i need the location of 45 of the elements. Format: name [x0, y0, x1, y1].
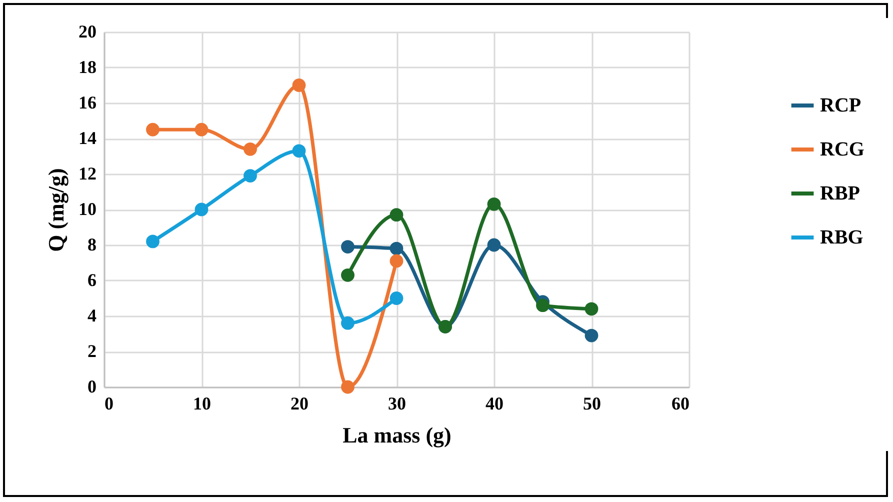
point — [244, 169, 257, 182]
x-tick-label: 30 — [388, 394, 406, 414]
point — [584, 302, 598, 316]
y-tick-label: 2 — [88, 341, 96, 361]
point — [146, 234, 160, 248]
y-tick-label: 8 — [88, 234, 96, 254]
legend-label: RBP — [820, 182, 860, 204]
point — [292, 144, 306, 158]
point — [584, 328, 598, 342]
x-tick-label: 20 — [290, 394, 308, 414]
x-tick-label: 60 — [672, 394, 690, 414]
x-axis-title: La mass (g) — [342, 422, 452, 448]
x-tick-label: 40 — [486, 394, 504, 414]
point — [341, 316, 354, 330]
x-tick-label: 10 — [193, 394, 211, 414]
y-tick-label: 10 — [78, 199, 96, 219]
x-tick-label: 50 — [583, 394, 601, 414]
y-tick-label: 18 — [78, 57, 96, 77]
legend-label: RBG — [820, 226, 864, 248]
point — [194, 122, 208, 136]
point — [146, 122, 160, 136]
point — [390, 254, 404, 268]
y-tick-label: 12 — [78, 164, 96, 184]
point — [341, 240, 354, 254]
y-tick-label: 16 — [78, 92, 96, 112]
legend-label: RCP — [820, 94, 862, 116]
point — [341, 380, 354, 394]
point — [390, 292, 404, 305]
y-tick-label: 0 — [88, 376, 96, 396]
point — [194, 202, 208, 216]
x-tick-label: 0 — [104, 394, 114, 414]
point — [536, 298, 550, 312]
point — [390, 208, 404, 222]
point — [390, 242, 404, 256]
point — [341, 268, 354, 282]
legend-label: RCG — [820, 138, 865, 160]
y-tick-label: 14 — [78, 128, 96, 148]
y-axis-title: Q (mg/g) — [44, 168, 68, 252]
point — [292, 78, 306, 92]
point — [487, 197, 501, 211]
point — [244, 142, 257, 156]
y-tick-label: 4 — [88, 306, 96, 326]
y-tick-label: 20 — [78, 22, 96, 42]
point — [487, 238, 501, 252]
y-tick-label: 6 — [88, 270, 96, 290]
